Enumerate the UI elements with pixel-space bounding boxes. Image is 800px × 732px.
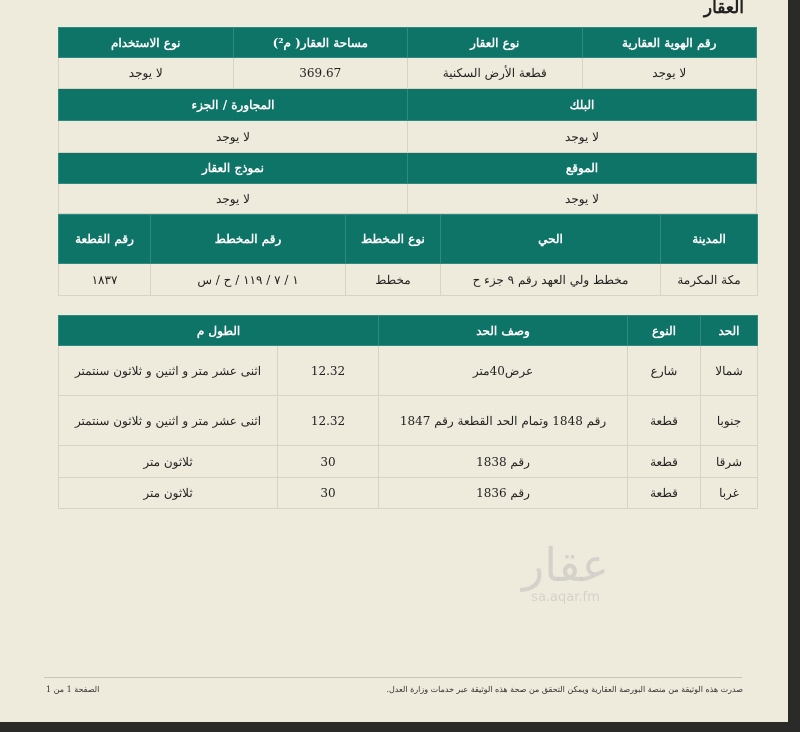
border-length: 30: [277, 477, 380, 509]
border-direction: شرقا: [700, 445, 759, 478]
border-description: رقم 1848 وتمام الحد القطعة رقم 1847: [378, 395, 629, 446]
table-row: غربا قطعة رقم 1836 30 ثلاثون متر: [57, 477, 759, 509]
header-city: المدينة: [660, 214, 758, 264]
table-row: شمالا شارع عرض40متر 12.32 اثنى عشر متر و…: [57, 345, 759, 396]
footer-note: صدرت هذه الوثيقة من منصة البورصة العقاري…: [386, 685, 743, 694]
footer-divider: [44, 677, 742, 678]
header-plan-type: نوع المخطط: [345, 214, 441, 264]
watermark-url: sa.aqar.fm: [531, 590, 600, 605]
header-area: مساحة العقار( م²): [232, 27, 408, 58]
border-description: عرض40متر: [378, 345, 629, 396]
area: 369.67: [232, 57, 408, 89]
property-type: قطعة الأرض السكنية: [407, 57, 583, 89]
header-type: النوع: [627, 315, 702, 346]
header-property-model: نموذج العقار: [58, 152, 408, 184]
header-location: الموقع: [407, 152, 757, 184]
header-description: وصف الحد: [378, 315, 629, 346]
watermark: عقار sa.aqar.fm: [522, 540, 609, 605]
header-length: الطول م: [57, 315, 380, 346]
document-page: العقار رقم الهوية العقارية نوع العقار مس…: [0, 0, 788, 722]
border-type: شارع: [627, 345, 702, 396]
header-neighborhood-part: المجاورة / الجزء: [58, 88, 408, 121]
header-block: البلك: [407, 88, 757, 121]
border-length: 12.32: [277, 345, 380, 396]
property-model: لا يوجد: [58, 183, 408, 214]
header-plot-number: رقم القطعة: [58, 214, 151, 264]
border-direction: شمالا: [700, 345, 759, 396]
table-row: جنوبا قطعة رقم 1848 وتمام الحد القطعة رق…: [57, 395, 759, 446]
border-direction: غربا: [700, 477, 759, 509]
border-type: قطعة: [627, 445, 702, 478]
property-table: رقم الهوية العقارية نوع العقار مساحة الع…: [58, 27, 757, 214]
border-length-text: اثنى عشر متر و اثنين و ثلاثون سنتمتر: [57, 395, 279, 446]
border-type: قطعة: [627, 395, 702, 446]
header-district: الحي: [440, 214, 661, 264]
border-length-text: ثلاثون متر: [57, 445, 279, 478]
header-property-type: نوع العقار: [407, 27, 583, 58]
border-direction: جنوبا: [700, 395, 759, 446]
section-title: العقار: [703, 0, 744, 18]
header-usage: نوع الاستخدام: [58, 27, 234, 58]
table-row: شرقا قطعة رقم 1838 30 ثلاثون متر: [57, 445, 759, 478]
neighborhood-part: لا يوجد: [58, 120, 408, 153]
plot-number: ١٨٣٧: [58, 263, 151, 296]
location: لا يوجد: [407, 183, 757, 214]
plan-table: المدينة الحي نوع المخطط رقم المخطط رقم ا…: [58, 214, 758, 296]
page-number: الصفحة 1 من 1: [46, 685, 100, 694]
border-description: رقم 1836: [378, 477, 629, 509]
border-type: قطعة: [627, 477, 702, 509]
district: مخطط ولي العهد رقم ٩ جزء ح: [440, 263, 661, 296]
property-id: لا يوجد: [581, 57, 757, 89]
block: لا يوجد: [407, 120, 757, 153]
header-plan-number: رقم المخطط: [150, 214, 346, 264]
border-length-text: ثلاثون متر: [57, 477, 279, 509]
border-length: 30: [277, 445, 380, 478]
plan-number: ١ / ٧ / ١١٩ / ح / س: [150, 263, 346, 296]
header-property-id: رقم الهوية العقارية: [581, 27, 757, 58]
borders-table: الحد النوع وصف الحد الطول م شمالا شارع ع…: [57, 315, 759, 509]
plan-type: مخطط: [345, 263, 441, 296]
border-length: 12.32: [277, 395, 380, 446]
border-length-text: اثنى عشر متر و اثنين و ثلاثون سنتمتر: [57, 345, 279, 396]
city: مكة المكرمة: [660, 263, 758, 296]
usage: لا يوجد: [58, 57, 234, 89]
border-description: رقم 1838: [378, 445, 629, 478]
header-border: الحد: [700, 315, 759, 346]
watermark-logo: عقار: [522, 538, 609, 592]
